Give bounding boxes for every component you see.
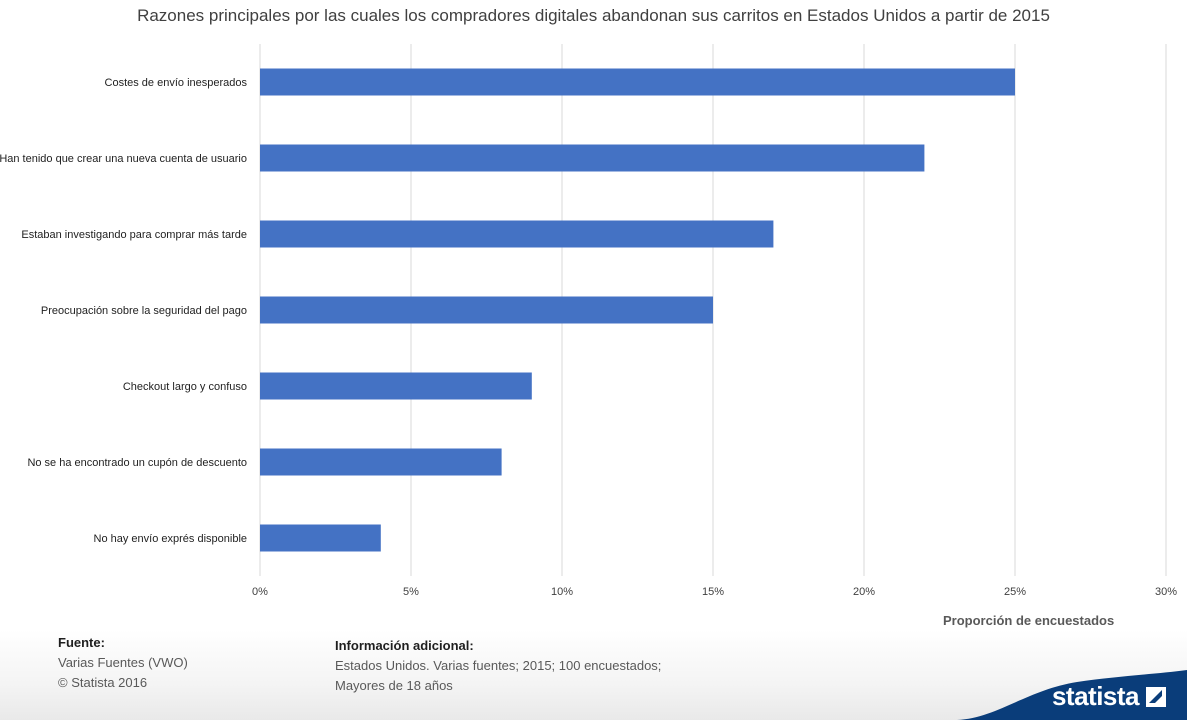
x-tick-label: 20% (853, 586, 875, 598)
bar (260, 372, 532, 400)
category-label: Preocupación sobre la seguridad del pago (41, 305, 247, 317)
statista-logo[interactable]: statista (1052, 681, 1167, 712)
x-tick-label: 10% (551, 586, 573, 598)
bar (260, 448, 502, 476)
additional-info-text-2: Mayores de 18 años (335, 678, 453, 693)
category-label: Estaban investigando para comprar más ta… (21, 229, 247, 241)
bar (260, 296, 713, 324)
category-label: No se ha encontrado un cupón de descuent… (27, 457, 247, 469)
footer-band (0, 630, 1187, 720)
x-tick-label: 30% (1155, 586, 1177, 598)
source-heading: Fuente: (58, 635, 105, 650)
category-label: No hay envío exprés disponible (94, 533, 247, 545)
brand-name: statista (1051, 681, 1140, 711)
x-tick-label: 15% (702, 586, 724, 598)
chart-title: Razones principales por las cuales los c… (137, 6, 1050, 25)
additional-info-text-1: Estados Unidos. Varias fuentes; 2015; 10… (335, 658, 662, 673)
x-tick-label: 0% (252, 586, 268, 598)
source-text: Varias Fuentes (VWO) (58, 655, 188, 670)
additional-info-block: Información adicional: Estados Unidos. V… (335, 636, 661, 696)
x-axis-title: Proporción de encuestados (943, 613, 1115, 628)
category-label: Han tenido que crear una nueva cuenta de… (0, 153, 247, 165)
statista-logo-icon (1146, 686, 1166, 707)
category-label: Checkout largo y confuso (123, 381, 247, 393)
bar (260, 144, 925, 172)
bar (260, 524, 381, 552)
bar-chart: 0% 5% 10% 15% 20% 25% 30% Costes de envío inesp… (0, 44, 1177, 598)
x-tick-label: 25% (1004, 586, 1026, 598)
source-block: Fuente: Varias Fuentes (VWO) © Statista … (58, 633, 188, 693)
bar (260, 68, 1015, 96)
bar (260, 220, 774, 248)
category-label: Costes de envío inesperados (105, 77, 248, 89)
brand-wave (957, 670, 1187, 720)
additional-info-heading: Información adicional: (335, 638, 474, 653)
copyright-text: © Statista 2016 (58, 675, 148, 690)
x-tick-label: 5% (403, 586, 419, 598)
